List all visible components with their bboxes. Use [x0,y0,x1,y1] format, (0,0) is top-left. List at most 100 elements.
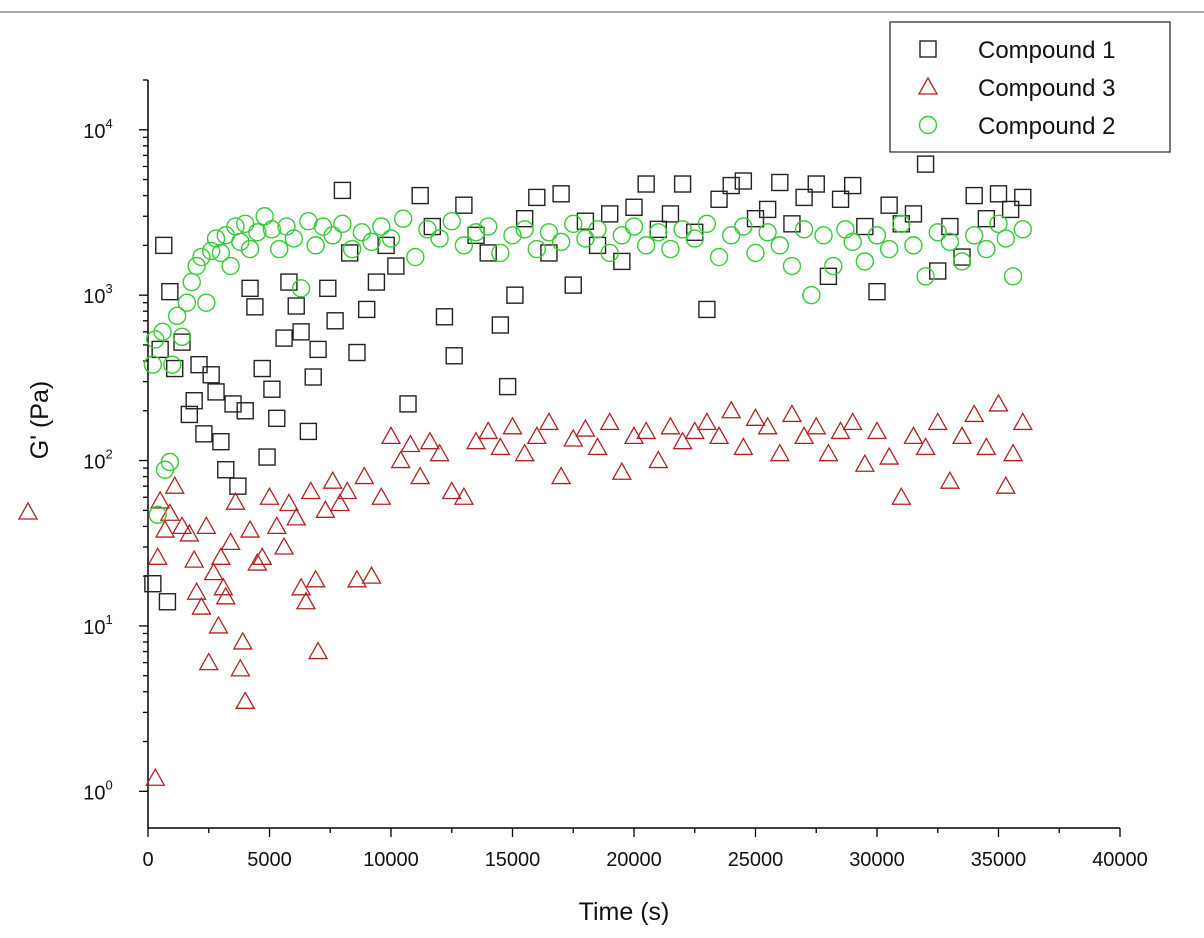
data-point [843,232,862,252]
data-point [673,220,692,239]
data-point [292,323,310,341]
data-point [661,239,680,259]
data-point [235,214,255,234]
data-point [746,243,765,263]
data-point [309,340,327,359]
data-point [203,562,224,581]
data-point [575,418,596,437]
data-point [390,450,411,469]
data-point [758,223,777,242]
data-point [465,431,487,450]
data-point [564,214,583,234]
data-point [154,519,176,538]
data-point [625,198,643,216]
data-point [160,452,180,472]
legend-marker [917,76,939,95]
data-point [660,416,681,435]
data-point [819,267,838,286]
data-point [880,196,898,214]
data-point [411,186,429,205]
data-point [1003,267,1023,286]
data-point [241,279,259,298]
data-point [490,437,511,456]
data-point [965,186,983,205]
data-point [1001,200,1020,219]
axis-labels-group: Time (s) G' (Pa) [17,381,670,926]
data-point [248,223,267,242]
data-point [326,312,344,330]
data-point [916,155,935,173]
y-axis-title: G' (Pa) [26,381,54,459]
data-point [235,691,256,709]
data-point [305,569,326,588]
data-point [445,347,463,365]
data-point [208,615,229,634]
data-point [190,355,208,374]
data-point [528,188,546,207]
data-point [348,343,366,362]
data-point [782,256,802,276]
data-point [879,446,900,465]
data-point [239,519,261,538]
data-point [455,196,473,214]
data-point [587,437,608,456]
data-point [225,491,246,510]
data-point [539,223,559,242]
data-point [867,226,887,245]
data-point [903,426,924,445]
data-point [399,395,417,413]
data-point [868,282,886,301]
data-point [158,593,177,611]
data-point [793,426,815,445]
data-point [977,239,996,259]
data-point [685,229,704,248]
data-point [202,366,220,384]
data-point [854,453,875,472]
data-point [172,327,192,347]
data-point [466,223,486,242]
data-point [636,236,656,255]
x-axis-title: Time (s) [579,898,670,926]
data-point [393,209,413,228]
data-point [192,247,211,267]
data-point [429,443,450,462]
data-point [354,466,375,485]
data-point [928,223,947,242]
data-point [270,239,289,259]
data-point [491,316,510,334]
data-point [182,272,201,292]
data-point [600,243,619,263]
data-point [211,243,231,263]
data-point [291,279,311,298]
data-point [745,408,766,426]
data-point [166,359,184,378]
data-point [996,229,1015,248]
data-point [479,217,498,236]
data-point [210,546,232,565]
data-point [915,437,936,456]
x-tick-label: 40000 [1092,849,1148,871]
data-point [757,416,778,435]
data-point [734,172,753,190]
data-point [195,425,213,443]
data-point [322,470,343,489]
data-point [588,220,607,239]
data-point [498,377,517,396]
data-point [453,486,475,505]
legend-label: Compound 2 [978,113,1115,140]
data-point [247,552,268,571]
data-point [637,175,655,193]
data-point [278,493,300,512]
data-point [697,214,717,234]
data-point [406,247,425,267]
legend-marker [919,40,937,58]
legend: Compound 1 Compound 3 Compound 2 [889,21,1171,153]
data-point [387,257,405,275]
data-point [951,426,973,445]
legend-label: Compound 1 [978,37,1115,64]
data-point [319,279,337,298]
data-point [226,217,245,236]
data-point [722,226,741,245]
data-point [286,507,307,526]
